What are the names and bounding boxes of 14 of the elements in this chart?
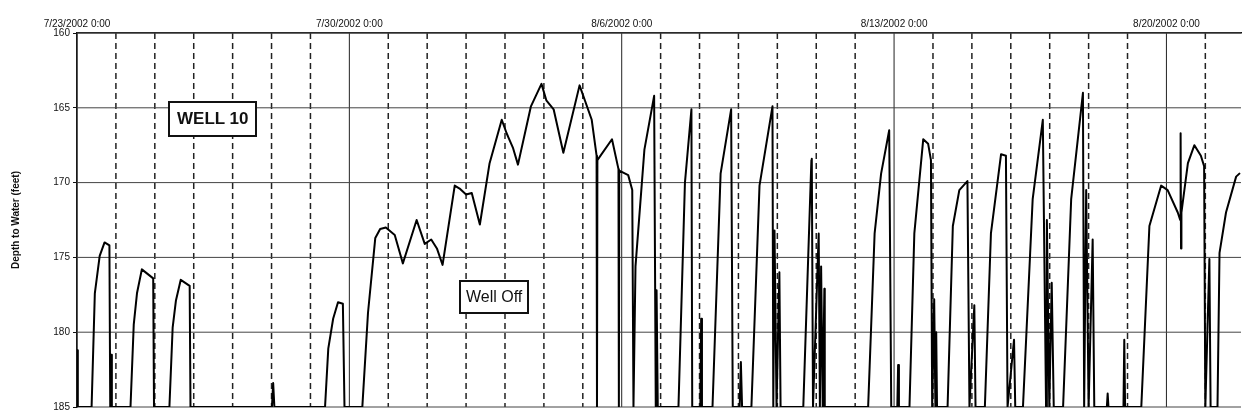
x-tick-label: 8/20/2002 0:00	[1133, 17, 1201, 29]
annotation: Well Off	[459, 280, 530, 315]
y-tick-label: 170	[53, 176, 71, 188]
y-tick-label: 175	[53, 251, 71, 263]
y-tick-label: 160	[53, 26, 71, 38]
annotation: WELL 10	[168, 101, 258, 137]
y-axis-title: Depth to Water (feet)	[9, 171, 21, 269]
x-tick-label: 7/23/2002 0:00	[43, 17, 111, 29]
y-tick-label: 165	[53, 101, 71, 113]
x-tick-label: 8/13/2002 0:00	[860, 17, 928, 29]
x-tick-label: 8/6/2002 0:00	[591, 17, 653, 29]
x-tick-label: 7/30/2002 0:00	[315, 17, 384, 29]
y-tick-label: 180	[53, 325, 71, 337]
y-tick-label: 185	[53, 400, 71, 412]
